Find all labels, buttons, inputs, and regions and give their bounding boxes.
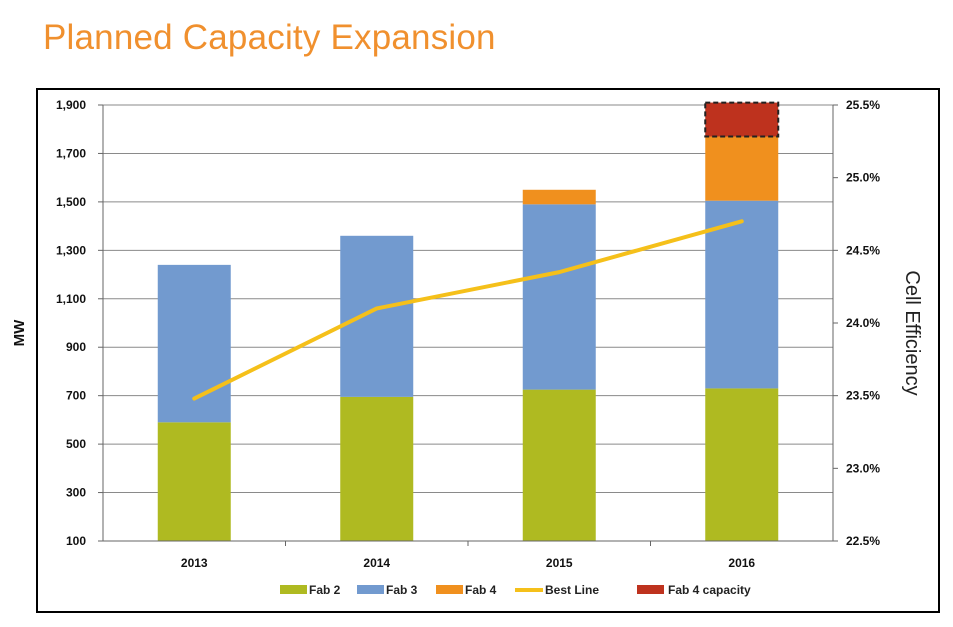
chart-frame — [36, 88, 940, 613]
best-line-point-2013 — [193, 398, 195, 400]
legend: Fab 2 Fab 3 Fab 4 Best Line Fab 4 capacity — [280, 583, 751, 597]
x-tick-label: 2013 — [181, 556, 208, 570]
y2-tick-label: 25.5% — [846, 98, 880, 112]
y-axis-title: MW — [11, 319, 28, 346]
y-tick-label: 900 — [66, 340, 86, 354]
y-tick-label: 100 — [66, 534, 86, 548]
x-tick-label: 2015 — [546, 556, 573, 570]
bar-fab-2-2014 — [340, 396, 414, 541]
legend-label-fab-2: Fab 2 — [309, 583, 341, 597]
legend-label-fab-4-capacity: Fab 4 capacity — [668, 583, 751, 597]
legend-swatch-fab-4-capacity — [637, 585, 664, 594]
y-tick-label: 300 — [66, 486, 86, 500]
bar-fab-2-2016 — [705, 388, 779, 541]
bar-fab-3-2014 — [340, 235, 414, 397]
y-tick-label: 1,500 — [56, 195, 86, 209]
y2-tick-label: 24.5% — [846, 243, 880, 257]
bar-fab-4-capacity-2016 — [704, 101, 780, 138]
bar-fab-2-2015 — [522, 389, 596, 541]
legend-swatch-fab-4 — [436, 585, 463, 594]
legend-label-best-line: Best Line — [545, 583, 599, 597]
bar-fab-3-2016 — [705, 200, 779, 389]
best-line-point-2016 — [741, 220, 743, 222]
left-axis-ticks: 1,900 1,700 1,500 1,300 1,100 900 700 500 300 100 — [56, 98, 86, 548]
x-tick-label: 2016 — [728, 556, 755, 570]
legend-swatch-fab-2 — [280, 585, 307, 594]
y-tick-label: 1,700 — [56, 146, 86, 160]
bar-fab-3-2015 — [522, 204, 596, 390]
x-tick-label: 2014 — [363, 556, 390, 570]
bar-fab-2-2013 — [157, 422, 231, 541]
best-line-point-2014 — [376, 307, 378, 309]
page-title: Planned Capacity Expansion — [43, 18, 496, 57]
best-line-series — [192, 219, 744, 401]
axes — [98, 104, 838, 546]
bar-fab-4-2016 — [705, 136, 779, 201]
y-tick-label: 1,900 — [56, 98, 86, 112]
y2-tick-label: 22.5% — [846, 534, 880, 548]
legend-label-fab-4: Fab 4 — [465, 583, 497, 597]
bars — [157, 101, 780, 541]
y-tick-label: 1,300 — [56, 243, 86, 257]
x-axis-ticks: 2013 2014 2015 2016 — [181, 556, 756, 570]
y2-tick-label: 24.0% — [846, 316, 880, 330]
y2-tick-label: 23.5% — [846, 389, 880, 403]
y-tick-label: 1,100 — [56, 292, 86, 306]
legend-swatch-fab-3 — [357, 585, 384, 594]
y2-tick-label: 23.0% — [846, 461, 880, 475]
legend-label-fab-3: Fab 3 — [386, 583, 418, 597]
y-tick-label: 700 — [66, 389, 86, 403]
right-axis-ticks: 25.5% 25.0% 24.5% 24.0% 23.5% 23.0% 22.5% — [846, 98, 880, 548]
y-tick-label: 500 — [66, 437, 86, 451]
best-line-point-2015 — [558, 271, 560, 273]
bar-fab-3-2013 — [157, 264, 231, 423]
bar-fab-4-2015 — [522, 189, 596, 205]
y2-axis-title: Cell Efficiency — [901, 270, 923, 395]
best-line — [192, 219, 744, 401]
y2-tick-label: 25.0% — [846, 171, 880, 185]
